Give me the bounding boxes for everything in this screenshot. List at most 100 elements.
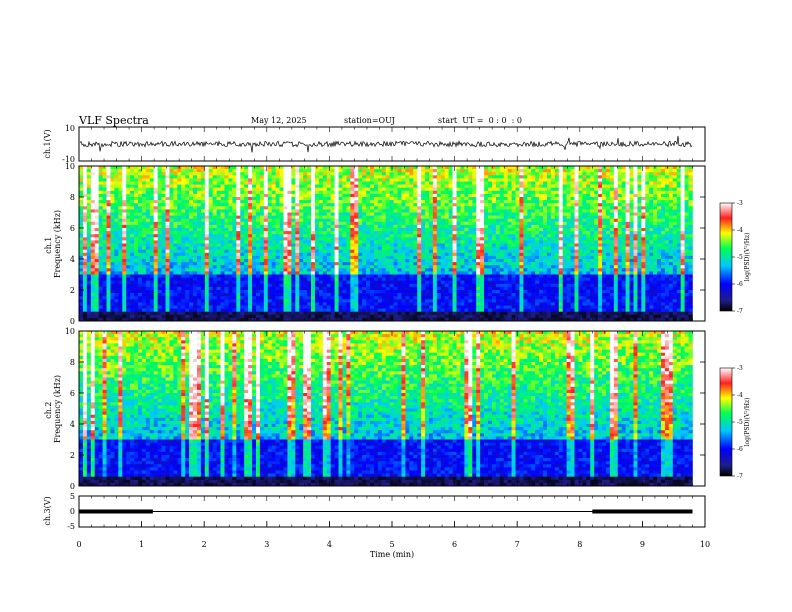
heatmap-cell <box>641 216 645 219</box>
heatmap-cell <box>118 244 122 247</box>
heatmap-cell <box>460 228 464 231</box>
heatmap-cell <box>87 169 91 172</box>
heatmap-cell <box>142 222 146 225</box>
heatmap-cell <box>464 240 468 243</box>
heatmap-cell <box>193 203 197 206</box>
heatmap-cell <box>516 185 520 188</box>
heatmap-cell <box>339 200 343 203</box>
heatmap-cell <box>614 197 618 200</box>
heatmap-cell <box>205 182 209 185</box>
heatmap-cell <box>527 244 531 247</box>
heatmap-cell <box>307 182 311 185</box>
heatmap-cell <box>559 206 563 209</box>
heatmap-cell <box>689 216 693 219</box>
heatmap-cell <box>280 209 284 212</box>
heatmap-cell <box>586 247 590 250</box>
heatmap-cell <box>252 237 256 240</box>
heatmap-cell <box>382 191 386 194</box>
heatmap-cell <box>630 178 634 181</box>
heatmap-cell <box>272 228 276 231</box>
heatmap-cell <box>614 253 618 256</box>
heatmap-cell <box>398 194 402 197</box>
heatmap-cell <box>512 182 516 185</box>
heatmap-cell <box>217 206 221 209</box>
heatmap-cell <box>268 247 272 250</box>
heatmap-cell <box>622 175 626 178</box>
heatmap-cell <box>213 197 217 200</box>
heatmap-cell <box>527 169 531 172</box>
heatmap-cell <box>488 203 492 206</box>
heatmap-cell <box>645 175 649 178</box>
heatmap-cell <box>205 178 209 181</box>
heatmap-cell <box>669 203 673 206</box>
heatmap-cell <box>240 259 244 262</box>
heatmap-cell <box>236 225 240 228</box>
heatmap-cell <box>335 219 339 222</box>
heatmap-cell <box>390 247 394 250</box>
heatmap-cell <box>228 216 232 219</box>
heatmap-cell <box>110 250 114 253</box>
heatmap-cell <box>173 219 177 222</box>
heatmap-cell <box>232 206 236 209</box>
heatmap-cell <box>291 259 295 262</box>
heatmap-cell <box>523 166 527 169</box>
heatmap-cell <box>295 244 299 247</box>
heatmap-cell <box>516 237 520 240</box>
heatmap-cell <box>197 225 201 228</box>
heatmap-cell <box>508 182 512 185</box>
heatmap-cell <box>657 216 661 219</box>
heatmap-cell <box>114 231 118 234</box>
heatmap-cell <box>460 191 464 194</box>
heatmap-cell <box>382 219 386 222</box>
heatmap-cell <box>350 213 354 216</box>
heatmap-cell <box>519 244 523 247</box>
heatmap-cell <box>209 222 213 225</box>
heatmap-cell <box>606 240 610 243</box>
heatmap-cell <box>425 256 429 259</box>
heatmap-cell <box>276 216 280 219</box>
heatmap-cell <box>228 169 232 172</box>
heatmap-cell <box>342 228 346 231</box>
heatmap-cell <box>197 194 201 197</box>
heatmap-cell <box>484 203 488 206</box>
heatmap-cell <box>138 228 142 231</box>
heatmap-cell <box>213 194 217 197</box>
heatmap-cell <box>240 256 244 259</box>
heatmap-cell <box>555 250 559 253</box>
heatmap-cell <box>225 250 229 253</box>
heatmap-cell <box>95 247 99 250</box>
heatmap-cell <box>516 216 520 219</box>
heatmap-cell <box>358 194 362 197</box>
heatmap-cell <box>299 247 303 250</box>
heatmap-cell <box>374 209 378 212</box>
heatmap-cell <box>508 262 512 265</box>
heatmap-cell <box>449 169 453 172</box>
heatmap-cell <box>323 203 327 206</box>
heatmap-cell <box>221 182 225 185</box>
heatmap-cell <box>283 188 287 191</box>
heatmap-cell <box>134 206 138 209</box>
heatmap-cell <box>571 172 575 175</box>
heatmap-cell <box>110 219 114 222</box>
heatmap-cell <box>578 237 582 240</box>
heatmap-cell <box>539 240 543 243</box>
heatmap-cell <box>283 240 287 243</box>
heatmap-cell <box>618 234 622 237</box>
heatmap-cell <box>299 169 303 172</box>
heatmap-cell <box>401 240 405 243</box>
heatmap-cell <box>531 188 535 191</box>
heatmap-cell <box>614 185 618 188</box>
heatmap-cell <box>606 197 610 200</box>
heatmap-cell <box>162 194 166 197</box>
heatmap-cell <box>193 244 197 247</box>
heatmap-cell <box>185 172 189 175</box>
heatmap-cell <box>457 203 461 206</box>
heatmap-cell <box>244 231 248 234</box>
heatmap-cell <box>630 182 634 185</box>
heatmap-cell <box>118 225 122 228</box>
heatmap-cell <box>480 237 484 240</box>
heatmap-cell <box>551 203 555 206</box>
heatmap-cell <box>543 213 547 216</box>
heatmap-cell <box>272 172 276 175</box>
heatmap-cell <box>378 250 382 253</box>
